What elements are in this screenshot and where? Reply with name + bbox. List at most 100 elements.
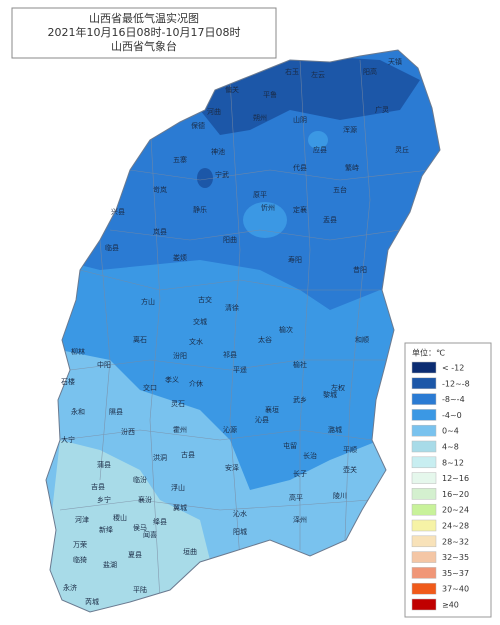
legend: < -12 -12~-8 -8~-4 -4~0 0~4 4~8 8~12 12~16 16~20… [411,361,470,611]
map-source: 山西省气象台 [111,39,177,53]
legend-label: 8~12 [442,458,464,467]
county-label: 和顺 [355,335,369,344]
county-label: 汾阳 [173,351,187,360]
county-label: 古县 [181,450,195,459]
county-label: 岚县 [153,228,167,236]
county-label: 襄汾 [138,495,152,504]
county-label: 盐湖 [103,560,117,569]
county-label: 娄烦 [173,253,187,262]
county-label: 永济 [63,583,77,592]
legend-swatch [411,582,437,595]
county-label: 平鲁 [263,90,277,99]
county-label: 交口 [143,383,157,392]
county-label: 夏县 [128,551,142,559]
county-label: 山阴 [293,115,307,124]
county-label: 沁源 [223,425,237,434]
legend-title: 单位：℃ [412,348,445,358]
legend-label: -4~0 [442,411,462,420]
legend-swatch [411,535,437,548]
county-label: 代县 [293,163,307,172]
county-label: 朔州 [253,113,267,122]
legend-label: 12~16 [442,474,469,483]
county-label: 古交 [198,295,212,304]
county-label: 芮城 [85,597,99,606]
county-label: 寿阳 [288,255,302,264]
county-label: 阳城 [233,527,247,536]
county-borders [59,59,431,601]
county-label: 大宁 [61,435,75,444]
county-label: 定襄 [293,205,307,214]
county-label: 交城 [193,317,207,326]
county-label: 忻州 [261,203,275,212]
county-label: 陵川 [333,491,347,500]
county-label: 隰县 [109,407,123,416]
county-label: 平遥 [233,365,247,374]
legend-swatch [411,472,437,484]
county-label: 稷山 [113,513,127,522]
county-label: 阳高 [363,67,377,76]
county-label: 盂县 [323,216,337,224]
legend-swatch [411,377,437,390]
legend-label: 37~40 [442,585,469,594]
county-label: 石楼 [61,377,75,386]
county-label: 阳曲 [223,235,237,244]
legend-label: 4~8 [442,443,459,452]
legend-label: 32~35 [442,553,469,562]
county-label: 垣曲 [183,547,197,556]
county-label: 长治 [303,451,317,460]
county-label: 离石 [133,335,147,344]
county-label: 灵丘 [395,145,409,154]
county-label: 五寨 [173,155,187,164]
county-label: 翼城 [173,504,187,512]
county-label: 孝义 [165,376,179,384]
county-label: 广灵 [375,105,389,114]
county-label: 吉县 [91,483,105,491]
county-label: 清徐 [225,303,239,312]
county-label: 左权 [331,383,345,392]
county-label: 祁县 [223,350,237,359]
legend-label: ≥40 [442,601,459,610]
legend-label: 28~32 [442,537,469,546]
legend-label: 16~20 [442,490,469,499]
county-label: 沁县 [255,415,269,424]
county-label: 临县 [105,243,119,252]
zone-m4-0-island [308,131,328,149]
county-label: 平陆 [133,585,147,594]
county-label: 河津 [75,516,89,524]
county-label: 蒲县 [97,460,111,469]
county-label: 黎城 [323,390,337,399]
legend-swatch [411,393,437,405]
county-label: 右玉 [285,67,299,76]
county-label: 潞城 [328,425,342,434]
zone-m12-m8-island [197,168,213,188]
legend-swatch [411,551,437,563]
county-label: 榆社 [293,360,307,369]
county-label: 侯马 [133,523,147,532]
county-label: 方山 [141,297,155,306]
legend-swatch [411,567,437,579]
county-label: 武乡 [293,395,307,404]
county-label: 浮山 [171,483,185,492]
legend-label: 35~37 [442,569,469,578]
county-label: 霍州 [173,426,187,434]
county-label: 昔阳 [353,265,367,274]
legend-swatch [411,598,437,611]
county-label: 永和 [71,407,85,416]
county-label: 壶关 [343,465,357,474]
zone-m12-m8 [200,55,420,135]
county-label: 灵石 [171,400,185,408]
county-label: 繁峙 [345,163,359,172]
county-label: 保德 [191,121,205,130]
county-label: 天镇 [388,57,402,66]
legend-label: < -12 [442,364,464,373]
county-label: 文水 [189,337,203,346]
county-label: 临猗 [73,555,87,564]
county-label: 榆次 [279,325,293,334]
county-label: 汾西 [121,427,135,436]
county-label: 宁武 [215,170,229,179]
legend-label: 20~24 [442,506,469,515]
county-label: 绛县 [153,517,167,526]
county-label: 闻喜 [143,530,157,539]
